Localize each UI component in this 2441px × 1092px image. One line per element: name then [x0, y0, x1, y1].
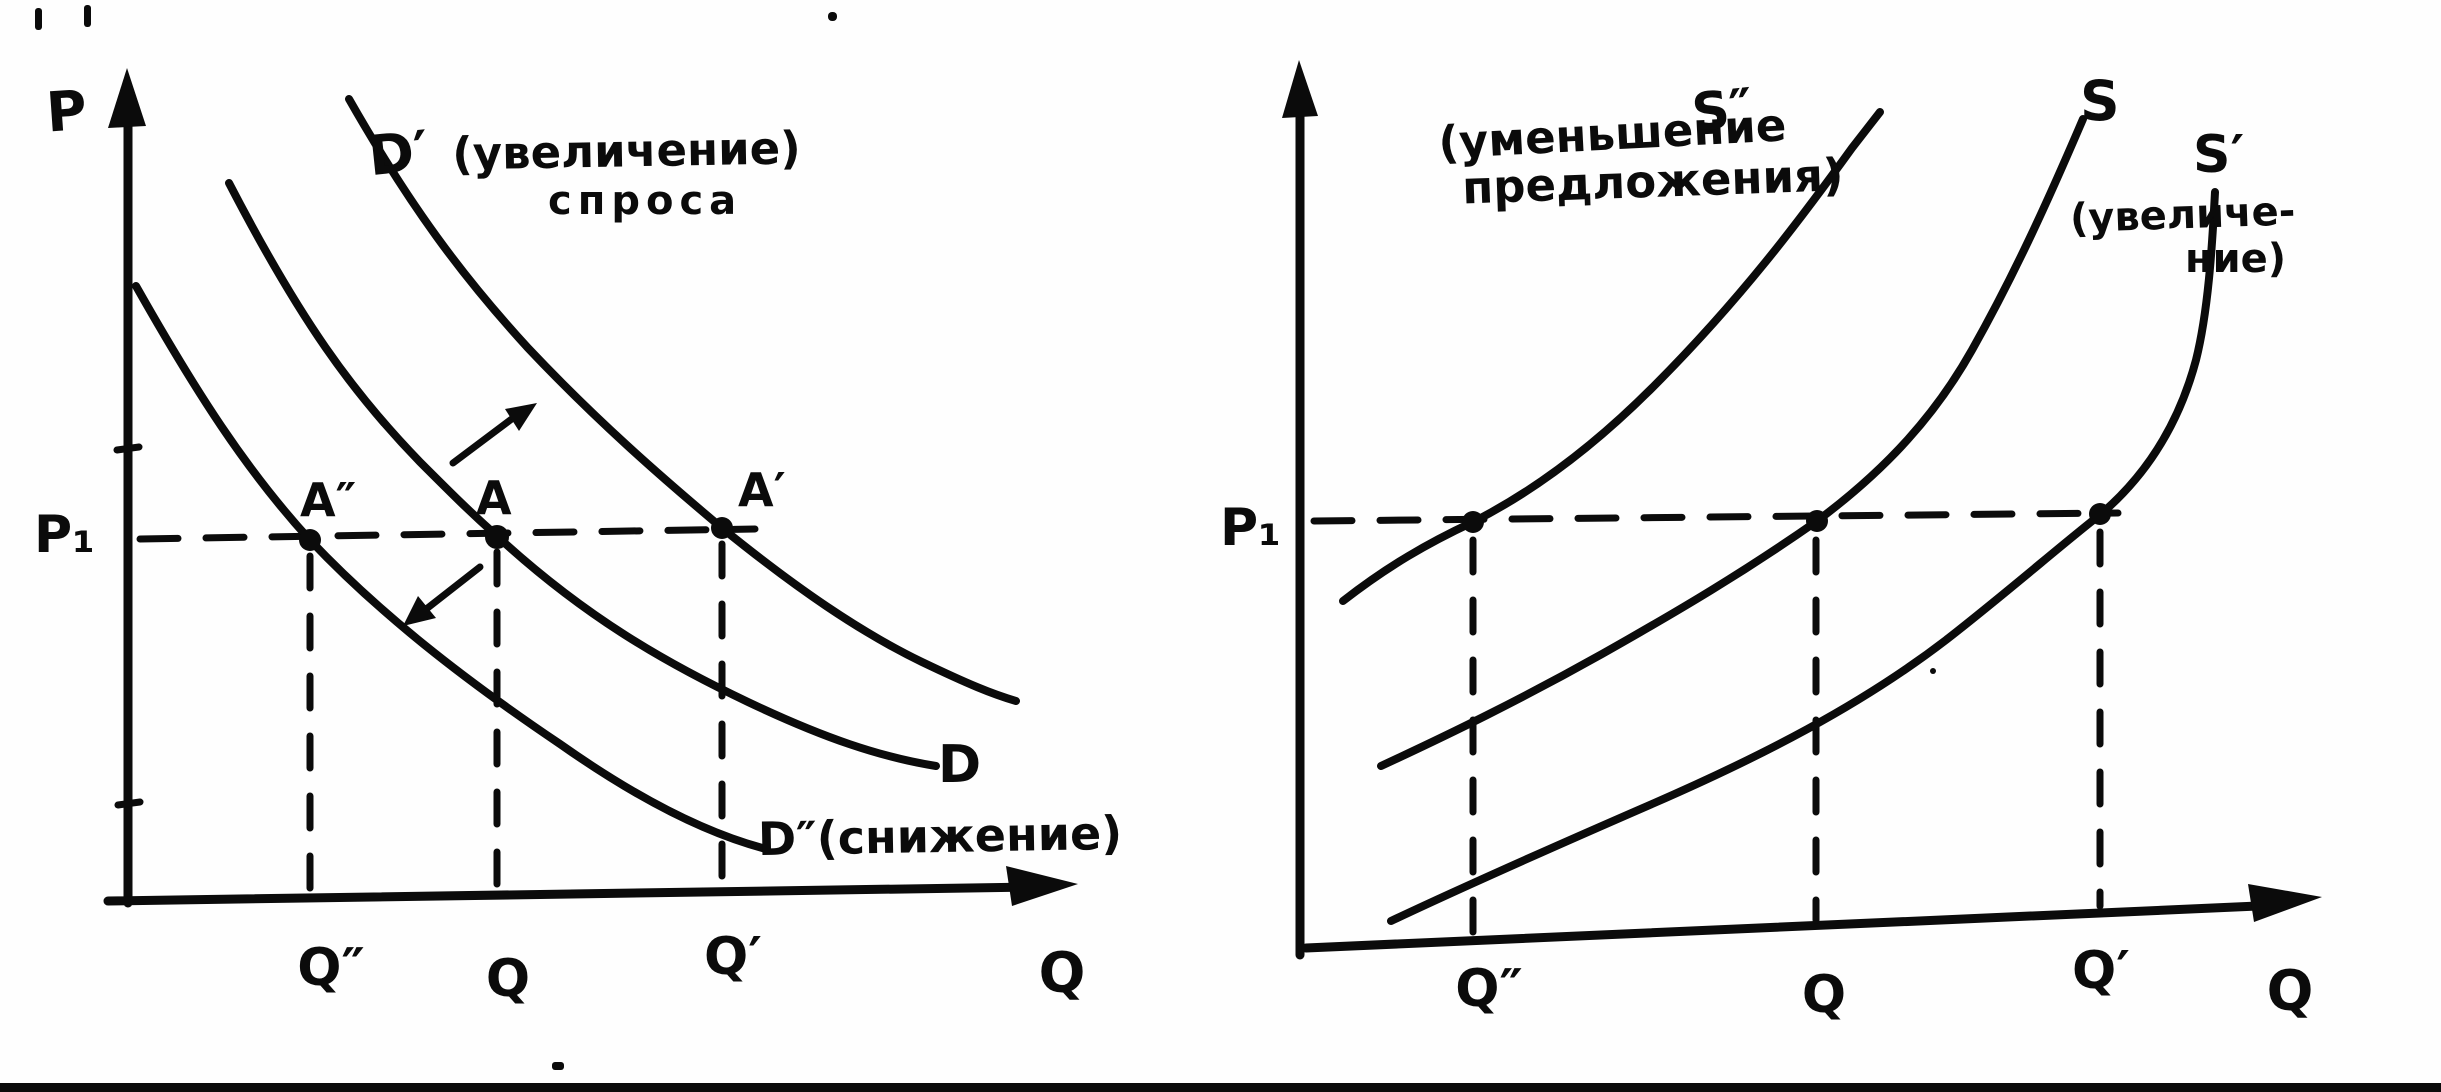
right-price-guide-dashed [1310, 509, 2122, 525]
left-tick-q-label: Q [486, 949, 530, 1009]
demand-curve-d1-increase [345, 95, 1020, 705]
scan-speckle [35, 8, 42, 30]
left-y-axis-label: P [44, 78, 89, 145]
shift-arrow-down-left-head-icon [403, 596, 436, 626]
scan-speckle [552, 1062, 564, 1070]
right-x-axis [1301, 901, 2263, 953]
curve-s1-note-line2: ние) [2185, 236, 2286, 282]
shift-arrow-up-right-head-icon [505, 403, 537, 431]
point-a-label: A [476, 471, 512, 525]
left-y-axis-tick-upper [113, 443, 143, 454]
scan-speckle [1930, 668, 1936, 674]
right-price-p1-label: P₁ [1220, 498, 1281, 558]
supply-curve-s-initial [1377, 115, 2087, 770]
curve-s1-label: S′ [2193, 125, 2244, 185]
right-tick-q-label: Q [1802, 965, 1846, 1025]
demand-curve-d2-decrease [132, 282, 770, 853]
left-price-p1-label: P₁ [34, 505, 95, 565]
left-tick-q2-label: Q″ [297, 938, 364, 998]
supply-curve-s2-decrease [1339, 108, 1884, 605]
right-point-on-s2-dot [1462, 511, 1484, 533]
shift-arrow-to-d1 [449, 403, 537, 467]
shift-arrow-to-d2 [403, 563, 484, 626]
curve-d1-note-line2: спроса [548, 178, 742, 224]
point-a1-dot [711, 517, 733, 539]
left-x-axis-label: Q [1039, 941, 1086, 1005]
scan-speckle [828, 12, 837, 21]
right-tick-q2-label: Q″ [1455, 959, 1522, 1019]
curve-d2-label: D″(снижение) [757, 806, 1122, 866]
curve-s-label: S [2080, 69, 2120, 133]
left-y-axis-arrowhead-icon [108, 68, 146, 128]
curve-d1-label: D′ [365, 118, 432, 188]
supply-panel: Q P₁ Q″ Q Q′ (уменьшение предложения) S″ [1220, 60, 2322, 1025]
right-point-on-s-dot [1806, 510, 1828, 532]
supply-curve-s1-increase [1387, 188, 2219, 925]
right-tick-q1-label: Q′ [2072, 941, 2130, 1001]
left-y-axis-tick-lower [114, 798, 144, 809]
right-point-on-s1-dot [2089, 503, 2111, 525]
point-a2-label: A″ [300, 473, 356, 527]
page-bottom-rule [0, 1083, 2441, 1092]
curve-s2-label: S″ [1689, 78, 1756, 144]
curve-d1-note-line1: (увеличение) [452, 121, 801, 180]
point-a-dot [485, 525, 509, 549]
point-a2-dot [299, 529, 321, 551]
left-price-guide-dashed [136, 525, 759, 543]
point-a1-label: A′ [738, 463, 786, 517]
right-y-axis-arrowhead-icon [1282, 60, 1318, 118]
right-x-axis-arrowhead-icon [2248, 884, 2322, 922]
scan-artifacts [0, 5, 2441, 1092]
demand-panel: P Q A″ A [34, 68, 1123, 1009]
left-x-axis-arrowhead-icon [1006, 866, 1078, 906]
curve-d-label: D [938, 735, 981, 795]
curve-s1-note-line1: (увеличе- [2069, 188, 2296, 242]
left-tick-q1-label: Q′ [704, 927, 762, 987]
left-x-axis [103, 882, 1039, 906]
scan-speckle [84, 5, 91, 27]
right-x-axis-label: Q [2267, 959, 2314, 1023]
